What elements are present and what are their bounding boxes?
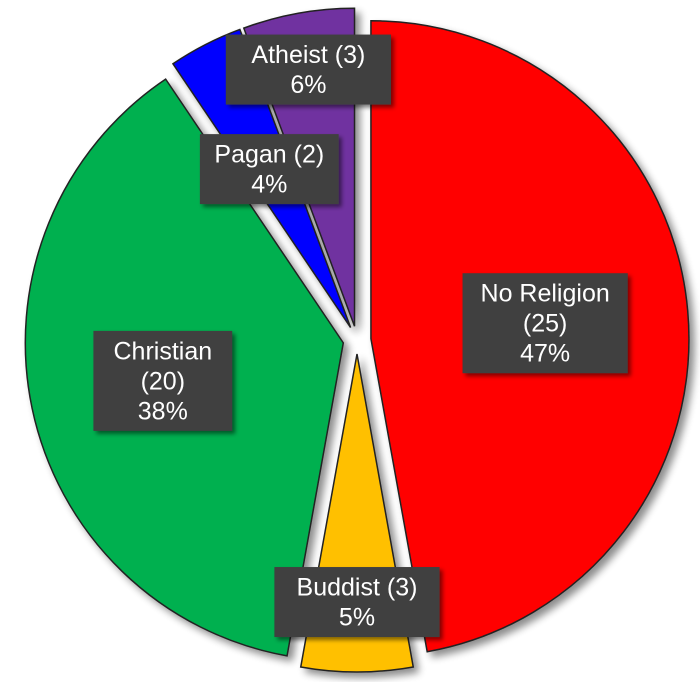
data-label-buddist: Buddist (3)5%	[274, 567, 440, 638]
data-label-text: Christian	[113, 337, 212, 365]
data-label-text: Pagan (2)	[214, 141, 324, 169]
labels-layer: No Religion(25)47% Buddist (3)5% Christian…	[93, 34, 628, 638]
data-label-text: 6%	[290, 71, 326, 99]
data-label-text: Atheist (3)	[251, 41, 365, 69]
data-label-pagan: Pagan (2)4%	[199, 134, 339, 205]
data-label-text: Buddist (3)	[297, 573, 418, 601]
data-label-box	[199, 134, 339, 205]
data-label-box	[225, 34, 391, 105]
data-label-christian: Christian(20)38%	[93, 330, 233, 431]
data-label-text: 47%	[520, 340, 570, 368]
data-label-no-religion: No Religion(25)47%	[462, 273, 628, 374]
data-label-box	[93, 330, 233, 431]
data-label-text: 38%	[138, 397, 188, 425]
data-label-text: 5%	[339, 603, 375, 631]
data-label-box	[274, 567, 440, 638]
data-label-box	[462, 273, 628, 374]
data-label-atheist: Atheist (3)6%	[225, 34, 391, 105]
data-label-text: No Religion	[481, 280, 610, 308]
data-label-text: 4%	[251, 171, 287, 199]
data-label-text: (25)	[523, 310, 567, 338]
data-label-text: (20)	[141, 367, 185, 395]
